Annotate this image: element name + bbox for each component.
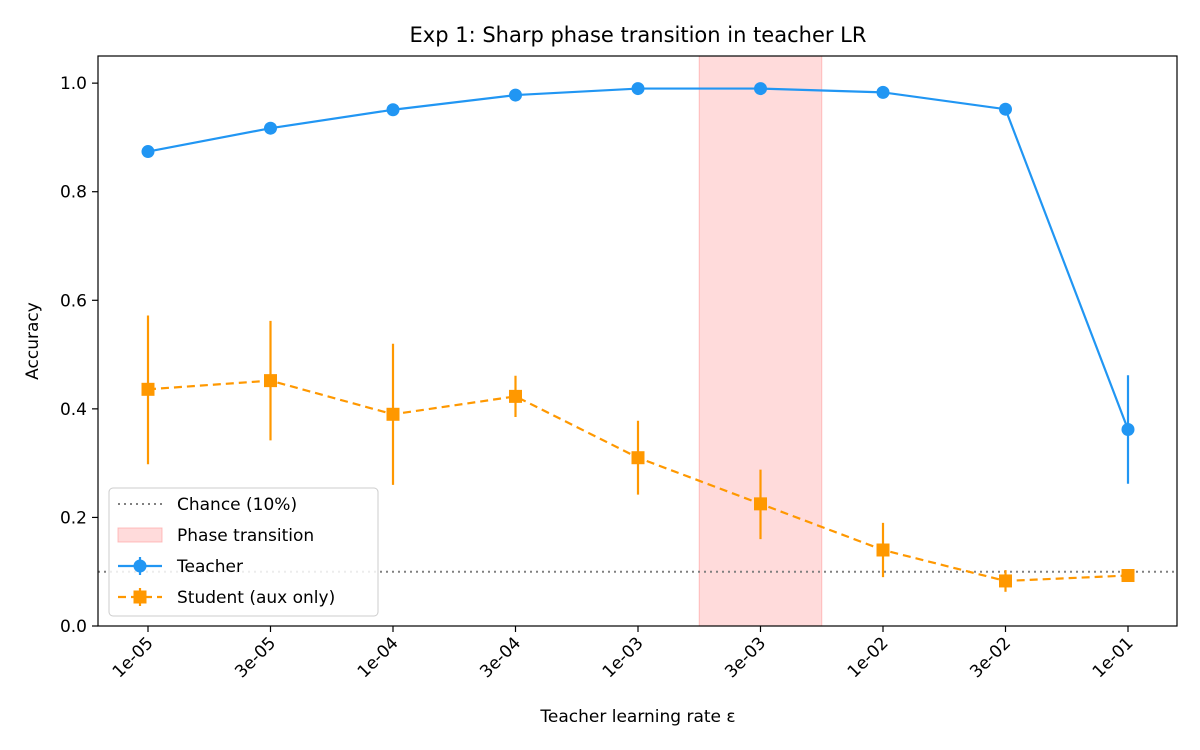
x-tick-label: 1e-05 — [109, 633, 158, 682]
legend: Chance (10%) Phase transition Teacher Stude… — [108, 487, 379, 617]
y-tick-label: 0.4 — [60, 400, 87, 420]
y-axis-label: Accuracy — [23, 302, 43, 380]
teacher-point — [264, 121, 277, 135]
x-tick-label: 1e-04 — [354, 633, 403, 682]
phase-transition-region — [698, 55, 823, 627]
legend-teacher-marker — [133, 559, 147, 573]
student-point — [1121, 569, 1135, 583]
student-point — [509, 389, 522, 403]
y-tick-label: 0.0 — [60, 617, 87, 637]
legend-teacher-label: Teacher — [176, 557, 243, 577]
student-point — [631, 451, 645, 465]
student-point — [141, 382, 155, 396]
teacher-point — [631, 82, 645, 96]
legend-chance-label: Chance (10%) — [177, 495, 297, 515]
chart-title: Exp 1: Sharp phase transition in teacher… — [410, 23, 867, 47]
x-tick-label: 1e-03 — [599, 633, 648, 682]
legend-phase-label: Phase transition — [177, 526, 314, 546]
teacher-line — [147, 87, 1130, 430]
y-tick-label: 1.0 — [60, 74, 87, 94]
teacher-point — [141, 145, 155, 159]
student-point — [876, 543, 890, 557]
x-tick-label: 3e-03 — [721, 633, 770, 682]
x-tick-label: 3e-02 — [966, 633, 1015, 682]
y-tick-label: 0.2 — [60, 508, 87, 528]
legend-student-marker — [133, 590, 147, 604]
legend-box — [108, 487, 379, 617]
teacher-point — [999, 102, 1012, 116]
x-tick-label: 1e-02 — [844, 633, 893, 682]
y-tick-label: 0.6 — [60, 291, 87, 311]
legend-phase-swatch — [117, 527, 163, 543]
student-point — [264, 374, 277, 388]
teacher-point — [386, 103, 400, 117]
student-point — [754, 497, 767, 511]
plot-area — [98, 55, 1177, 627]
student-point — [386, 407, 400, 421]
teacher-point — [1121, 422, 1135, 436]
legend-student-label: Student (aux only) — [177, 588, 335, 608]
x-tick-label: 3e-04 — [476, 633, 525, 682]
teacher-point — [509, 88, 522, 102]
student-point — [999, 574, 1012, 588]
x-tick-label: 3e-05 — [231, 633, 280, 682]
x-axis-label: Teacher learning rate ε — [539, 707, 735, 727]
y-tick-label: 0.8 — [60, 183, 87, 203]
x-tick-label: 1e-01 — [1089, 633, 1138, 682]
teacher-point — [876, 85, 890, 99]
teacher-point — [754, 82, 767, 96]
